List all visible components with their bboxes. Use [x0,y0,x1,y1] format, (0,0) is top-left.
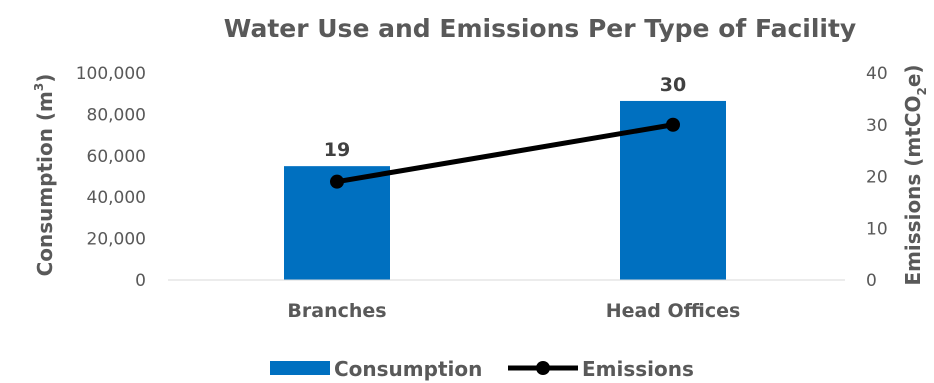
left-axis-title: Consumption (m3) [32,74,57,277]
category-label: Head Offices [606,300,741,322]
left-axis-title-main: Consumption (m [33,91,57,276]
right-axis-title-main: Emissions (mtCO [901,95,925,285]
left-tick-label: 20,000 [87,230,146,250]
emissions-line [330,117,680,189]
legend-swatch-emissions-marker [536,361,550,375]
right-axis-ticks: 0 10 20 30 40 [866,64,888,291]
emissions-marker [666,117,680,132]
chart-title: Water Use and Emissions Per Type of Faci… [224,14,856,43]
right-tick-label: 40 [866,64,888,84]
legend-swatch-consumption [270,361,330,375]
left-tick-label: 100,000 [76,64,146,84]
legend-label-emissions: Emissions [582,357,694,381]
left-tick-label: 0 [135,271,146,291]
right-tick-label: 0 [866,271,877,291]
category-labels: Branches Head Offices [287,300,740,322]
left-tick-label: 40,000 [87,188,146,208]
left-tick-label: 80,000 [87,105,146,125]
right-axis-title: Emissions (mtCO2e) [901,64,929,285]
right-axis-title-sub: 2 [915,87,929,95]
right-axis-title-end: e) [901,64,925,87]
left-axis-ticks: 0 20,000 40,000 60,000 80,000 100,000 [76,64,146,291]
left-tick-label: 60,000 [87,147,146,167]
emissions-data-label: 30 [660,74,686,96]
category-label: Branches [287,300,386,322]
legend: Consumption Emissions [270,357,694,381]
emissions-data-label: 19 [324,139,350,161]
emissions-line-path [336,122,674,185]
right-tick-label: 20 [866,168,888,188]
left-axis-title-end: ) [33,74,57,83]
legend-label-consumption: Consumption [334,357,482,381]
left-axis-title-sup: 3 [32,83,46,91]
right-tick-label: 10 [866,219,888,239]
emissions-marker [330,174,344,189]
right-tick-label: 30 [866,116,888,136]
